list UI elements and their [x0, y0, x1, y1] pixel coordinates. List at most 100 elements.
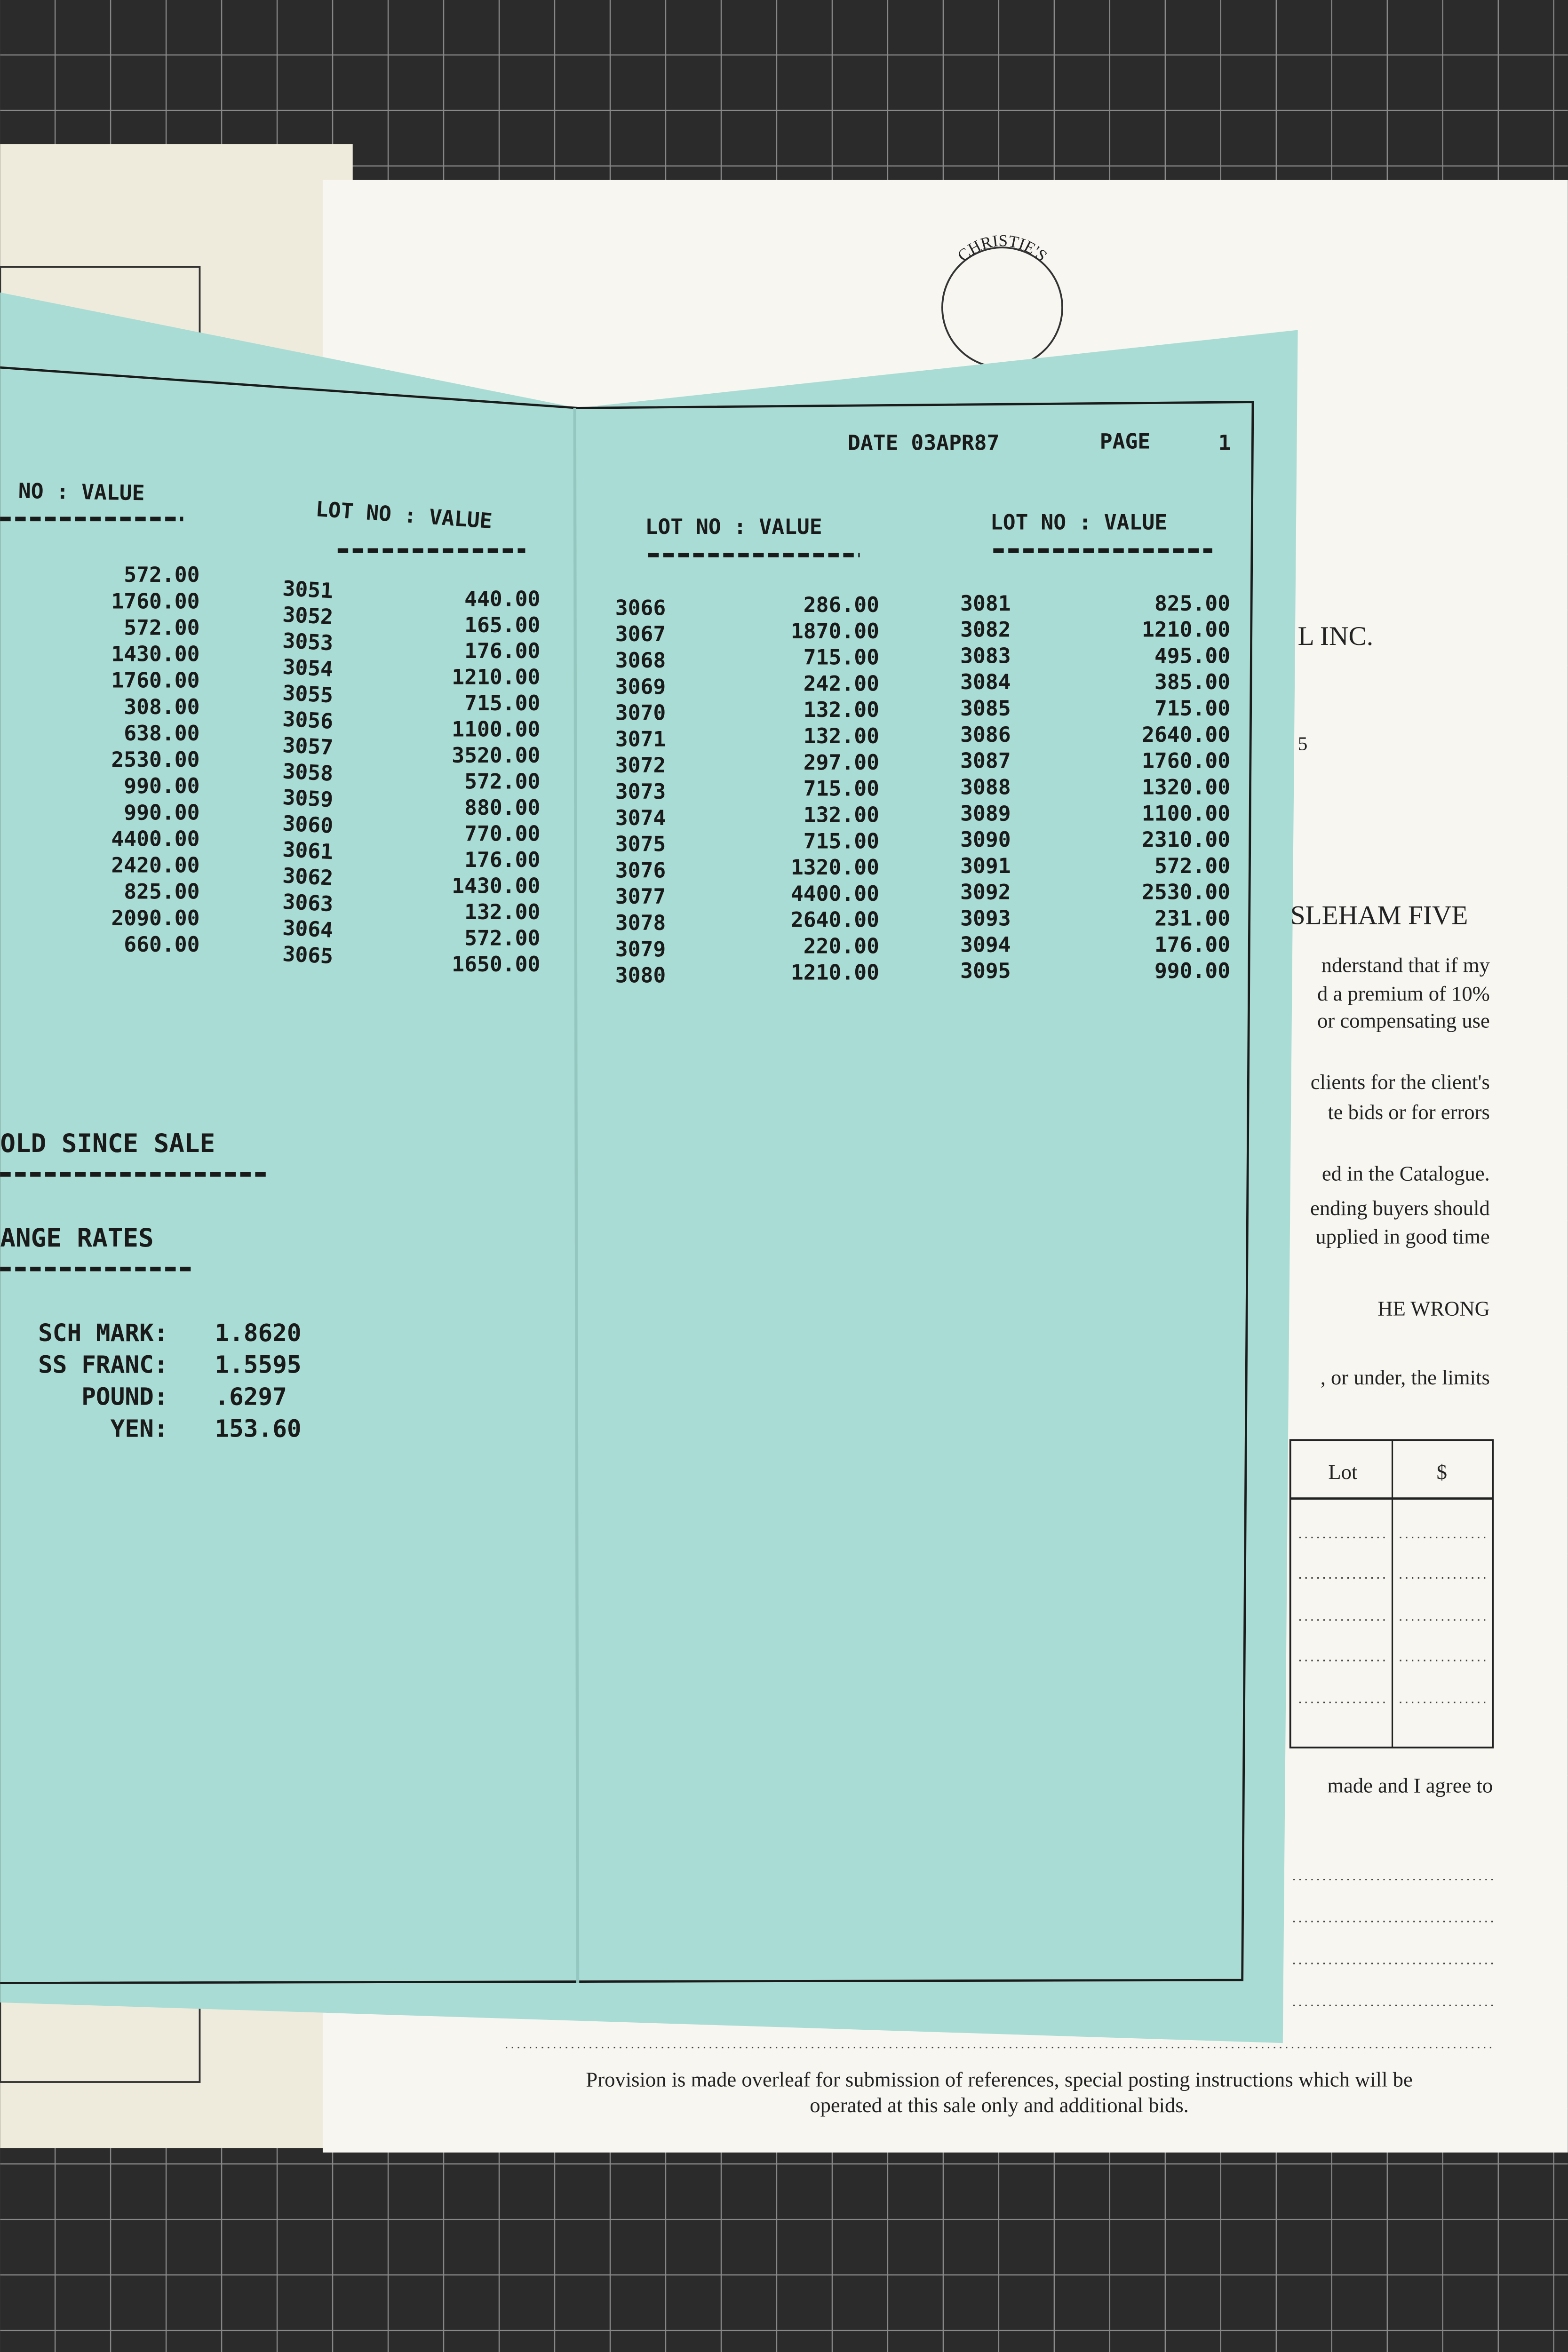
lot-value: 440.00 [464, 587, 540, 611]
lot-number: 3072 [615, 753, 666, 778]
form-paragraph-line: upplied in good time [1315, 1224, 1490, 1248]
lot-value: 231.00 [1154, 906, 1230, 930]
lot-number: 3075 [615, 832, 666, 857]
column-header: LOT NO : VALUE [990, 510, 1167, 535]
column-header: NO : VALUE [18, 479, 145, 506]
lot-number: 3057 [282, 733, 334, 760]
form-paragraph-line: ending buyers should [1310, 1196, 1490, 1220]
rate-value: 153.60 [215, 1415, 301, 1443]
lot-number: 3053 [282, 628, 334, 656]
lot-value: 2640.00 [1142, 723, 1230, 747]
lot-value: 1760.00 [1142, 749, 1230, 773]
lot-number: 3090 [960, 827, 1011, 852]
report-frame [0, 401, 1254, 1984]
form-paragraph-line: HE WRONG [1377, 1297, 1489, 1320]
lot-value: 1210.00 [452, 665, 540, 690]
number-fragment: 5 [1298, 732, 1308, 754]
form-paragraph-line: ed in the Catalogue. [1322, 1162, 1490, 1185]
lot-value: 2530.00 [111, 747, 199, 772]
lot-value: 132.00 [464, 900, 540, 924]
lot-number: 3065 [282, 942, 334, 969]
lot-value: 4400.00 [111, 826, 199, 851]
lot-number: 3063 [282, 890, 334, 917]
sold-heading: OLD SINCE SALE [0, 1128, 215, 1158]
table-header: Lot [1328, 1460, 1358, 1484]
form-paragraph-line: nderstand that if my [1321, 953, 1490, 977]
form-paragraph-line: or compensating use [1317, 1009, 1490, 1032]
lot-value: 1210.00 [1142, 618, 1230, 642]
lot-value: 1430.00 [452, 874, 540, 898]
lot-value: 176.00 [1154, 932, 1230, 957]
lot-number: 3081 [960, 591, 1011, 616]
lot-number: 3074 [615, 806, 666, 830]
lot-value: 165.00 [464, 613, 540, 637]
rate-label: POUND: [81, 1383, 168, 1411]
rate-value: 1.5595 [215, 1351, 301, 1379]
lot-number: 3085 [960, 696, 1011, 721]
lot-number: 3061 [282, 837, 334, 865]
lot-value: 1100.00 [452, 717, 540, 742]
lot-value: 1320.00 [791, 855, 879, 880]
lot-number: 3067 [615, 622, 666, 646]
lot-number: 3066 [615, 596, 666, 620]
lot-value: 715.00 [804, 777, 879, 801]
lot-value: 176.00 [464, 639, 540, 663]
lot-number: 3060 [282, 811, 334, 838]
lot-number: 3092 [960, 880, 1011, 905]
lot-value: 2310.00 [1142, 827, 1230, 852]
lot-value: 715.00 [804, 829, 879, 853]
lot-number: 3094 [960, 932, 1011, 957]
lot-number: 3082 [960, 618, 1011, 642]
rates-heading: ANGE RATES [0, 1223, 153, 1253]
lot-number: 3058 [282, 759, 334, 786]
form-paragraph-line: te bids or for errors [1328, 1100, 1490, 1124]
lot-number: 3080 [615, 963, 666, 988]
lot-value: 572.00 [1154, 854, 1230, 878]
text-layer: L INC. 5 SLEHAM FIVE nderstand that if my d … [0, 429, 1495, 2117]
lot-number: 3068 [615, 648, 666, 673]
lot-value: 638.00 [124, 721, 199, 746]
lot-value: 715.00 [1154, 696, 1230, 721]
agree-fragment: made and I agree to [1327, 1774, 1493, 1797]
lot-number: 3083 [960, 644, 1011, 668]
lot-value: 4400.00 [791, 882, 879, 906]
lot-number: 3055 [282, 681, 334, 708]
footer-line: Provision is made overleaf for submissio… [586, 2068, 1412, 2091]
report-sheet [0, 292, 1298, 2043]
rate-label: YEN: [111, 1415, 168, 1443]
lot-number: 3054 [282, 654, 334, 682]
lot-number: 3093 [960, 906, 1011, 930]
lot-value: 3520.00 [452, 743, 540, 768]
lot-value: 825.00 [1154, 591, 1230, 616]
lot-value: 297.00 [804, 750, 879, 775]
rate-value: 1.8620 [215, 1319, 301, 1347]
lot-value: 132.00 [804, 803, 879, 827]
lot-number: 3051 [282, 576, 334, 604]
lot-value: 990.00 [124, 800, 199, 825]
report-date: DATE 03APR87 [848, 431, 999, 455]
lot-value: 572.00 [464, 770, 540, 794]
lot-value: 572.00 [124, 563, 199, 587]
lot-value: 2420.00 [111, 853, 199, 878]
form-paragraph-line: d a premium of 10% [1317, 982, 1490, 1005]
lot-value: 572.00 [464, 926, 540, 951]
lot-number: 3070 [615, 701, 666, 725]
rate-label: SCH MARK: [38, 1319, 168, 1347]
lot-number: 3059 [282, 785, 334, 812]
lot-number: 3084 [960, 670, 1011, 694]
lot-number: 3056 [282, 707, 334, 734]
heading-fragment: L INC. [1298, 621, 1373, 651]
lot-value: 176.00 [464, 848, 540, 872]
lot-value: 1320.00 [1142, 775, 1230, 799]
lot-value: 1760.00 [111, 589, 199, 613]
lot-value: 990.00 [1154, 959, 1230, 983]
lot-value: 990.00 [124, 774, 199, 798]
lot-number: 3052 [282, 602, 334, 629]
column-header: LOT NO : VALUE [645, 515, 822, 539]
table-header: $ [1437, 1460, 1447, 1484]
report-frame-left [0, 366, 578, 409]
lot-value: 1210.00 [791, 960, 879, 985]
lot-value: 286.00 [804, 593, 879, 617]
